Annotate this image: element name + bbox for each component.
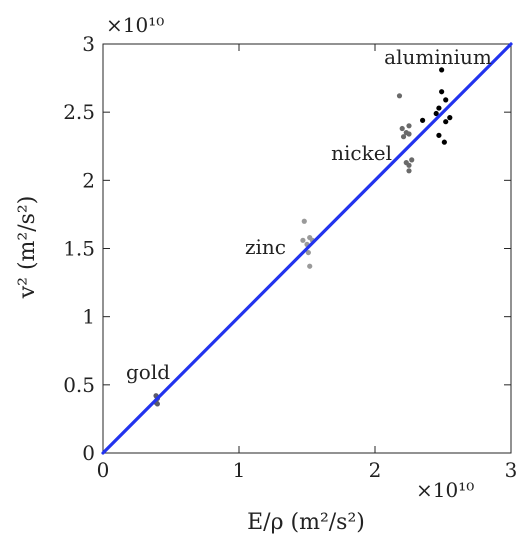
data-point-aluminium [443, 119, 449, 125]
data-point-nickel [400, 134, 407, 140]
data-point-nickel [406, 162, 412, 168]
data-point-aluminium [447, 115, 453, 121]
data-point-zinc [305, 249, 311, 256]
point-annotations: gold zinc nickel aluminium [126, 45, 492, 384]
data-point-nickel [406, 123, 412, 129]
annotation-aluminium: aluminium [384, 45, 492, 69]
data-point-aluminium [439, 67, 445, 73]
data-points [153, 67, 453, 407]
x-multiplier: ×10¹⁰ [416, 478, 474, 502]
annotation-gold: gold [126, 360, 170, 384]
x-tick-label: 2 [369, 458, 382, 482]
y-tick-label: 2 [82, 168, 95, 192]
data-point-nickel [409, 157, 415, 163]
annotation-nickel: nickel [331, 141, 392, 165]
data-point-aluminium [443, 97, 449, 103]
y-tick-label: 0.5 [63, 373, 95, 397]
x-tick-label: 0 [97, 458, 110, 482]
data-point-aluminium [436, 105, 442, 111]
y-tick-label: 2.5 [63, 100, 95, 124]
data-point-zinc [301, 218, 307, 224]
data-point-aluminium [436, 132, 442, 138]
y-tick-label: 0 [82, 441, 95, 465]
x-tick-label: 3 [505, 458, 518, 482]
x-tick-label: 1 [233, 458, 246, 482]
data-point-aluminium [433, 110, 439, 117]
x-axis-label: E/ρ (m²/s²) [247, 510, 365, 535]
y-multiplier: ×10¹⁰ [106, 13, 164, 37]
data-point-nickel [396, 93, 403, 99]
data-point-aluminium [439, 89, 445, 95]
data-point-zinc [307, 263, 313, 269]
data-point-zinc [300, 237, 306, 243]
data-point-nickel [399, 125, 405, 132]
y-axis-label: v² (m²/s²) [15, 196, 40, 300]
plot-area [102, 43, 512, 454]
y-tick-label: 3 [82, 32, 95, 56]
annotation-zinc: zinc [245, 235, 286, 259]
y-tick-label: 1.5 [63, 237, 95, 261]
data-point-aluminium [441, 139, 447, 145]
fit-line-segment [101, 42, 513, 455]
data-point-nickel [406, 131, 412, 137]
y-tick-label: 1 [82, 305, 95, 329]
data-point-aluminium [420, 117, 426, 123]
tick-labels: 0 1 2 3 0 0.5 1 1.5 2 2.5 3 [63, 32, 517, 482]
fit-line [101, 42, 513, 455]
data-point-nickel [406, 168, 412, 174]
